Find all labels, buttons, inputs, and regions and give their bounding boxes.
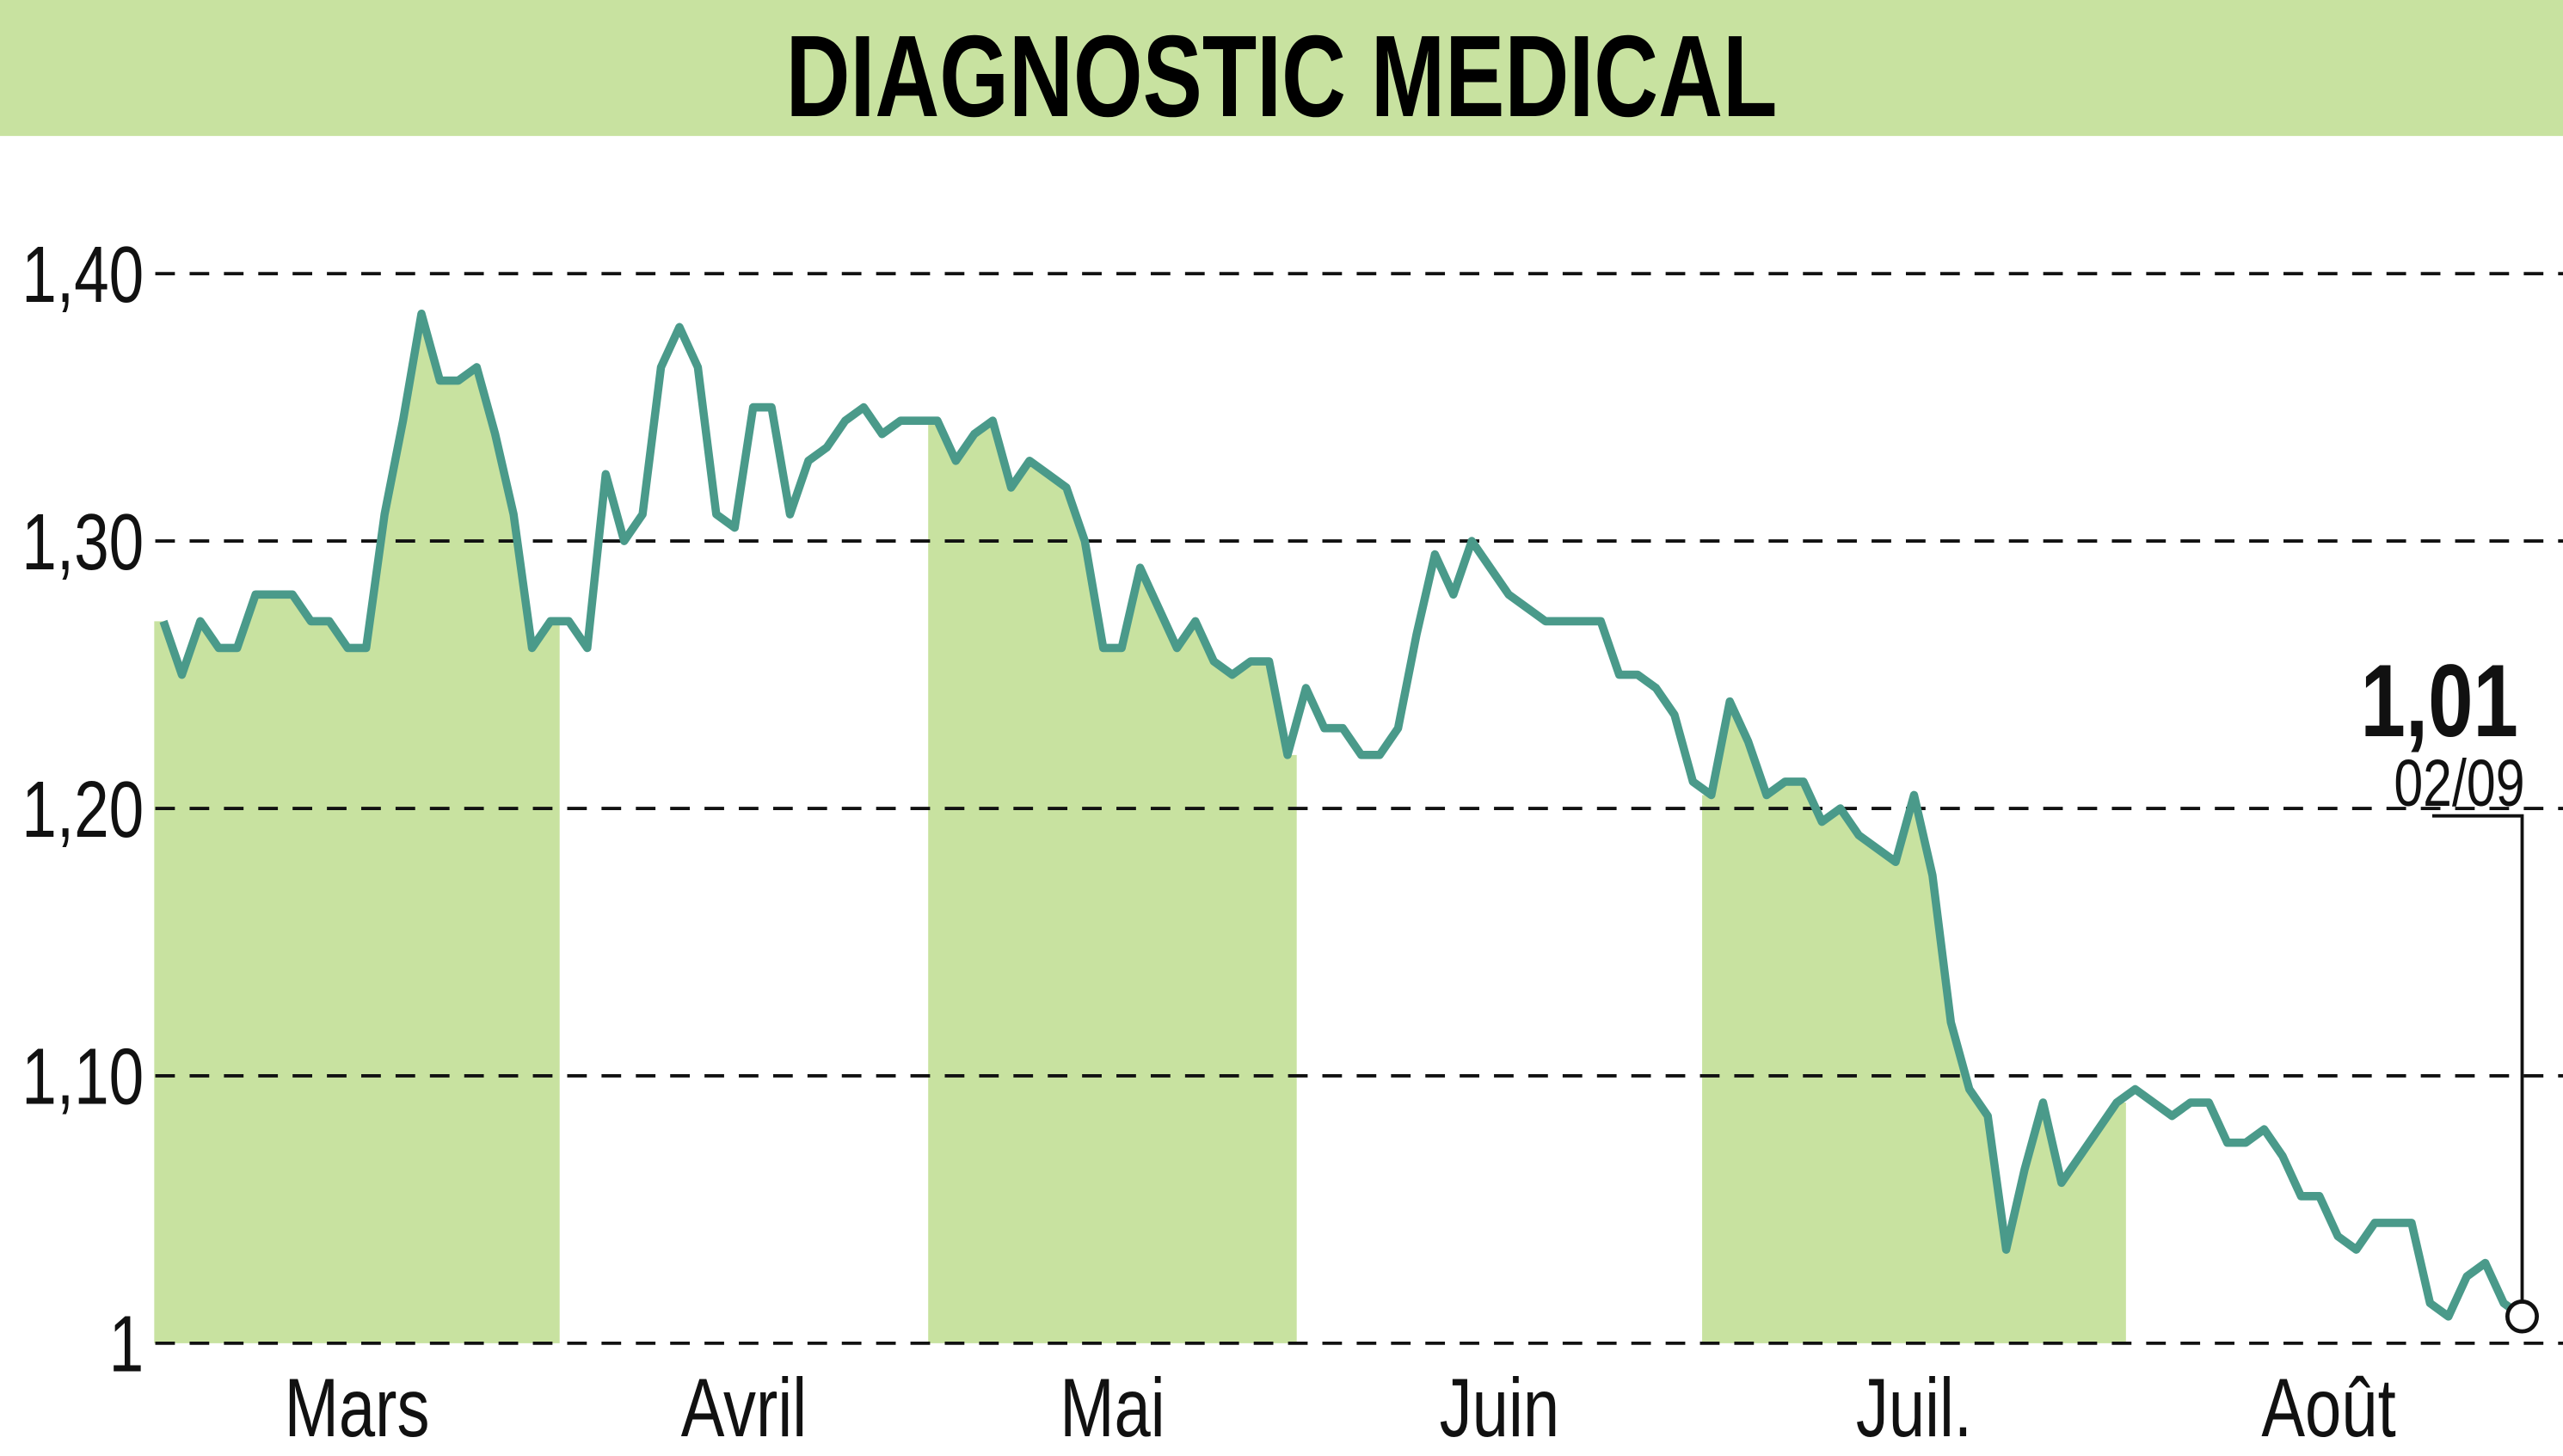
y-tick-label: 1,30 (22, 498, 144, 587)
month-shade (1702, 701, 2126, 1343)
last-value-label: 1,01 (2360, 643, 2517, 758)
month-shade (928, 421, 1297, 1343)
y-tick-label: 1,10 (22, 1032, 144, 1121)
y-tick-label: 1 (109, 1299, 144, 1388)
callout-line (2431, 814, 2524, 1302)
chart-title: DIAGNOSTIC MEDICAL (786, 11, 1778, 141)
header-band (0, 0, 2563, 137)
last-date-label: 02/09 (2394, 746, 2524, 820)
month-shade (154, 313, 560, 1343)
x-tick-label: Juil. (1856, 1361, 1972, 1454)
y-tick-label: 1,40 (22, 230, 144, 319)
y-tick-label: 1,20 (22, 765, 144, 854)
x-tick-label: Mars (285, 1361, 430, 1454)
x-tick-label: Mai (1060, 1361, 1165, 1454)
x-tick-label: Juin (1440, 1361, 1559, 1454)
x-tick-label: Avril (681, 1361, 807, 1454)
price-line (159, 309, 2525, 1321)
last-point (2505, 1299, 2539, 1334)
x-tick-label: Août (2261, 1361, 2395, 1454)
